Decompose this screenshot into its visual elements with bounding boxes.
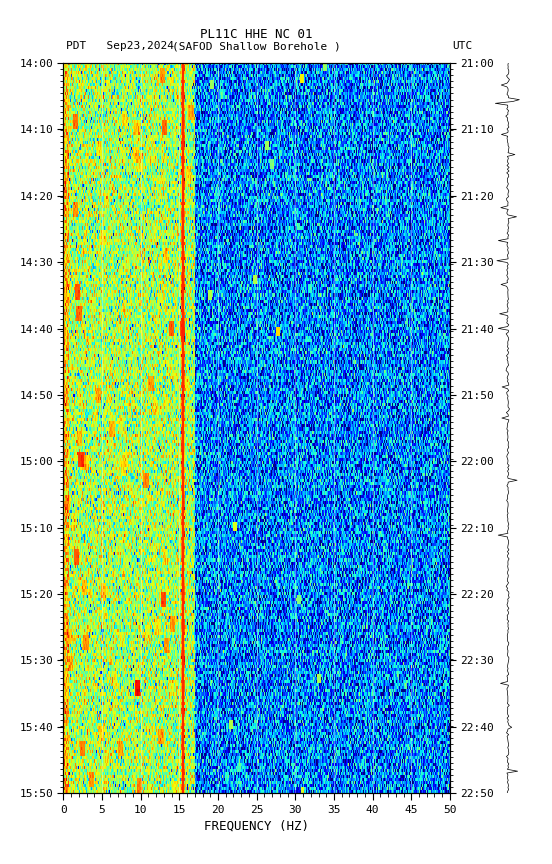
Text: PDT   Sep23,2024: PDT Sep23,2024 — [66, 41, 174, 52]
Text: UTC: UTC — [453, 41, 473, 52]
X-axis label: FREQUENCY (HZ): FREQUENCY (HZ) — [204, 819, 309, 832]
Text: (SAFOD Shallow Borehole ): (SAFOD Shallow Borehole ) — [172, 41, 341, 52]
Text: PL11C HHE NC 01: PL11C HHE NC 01 — [200, 28, 313, 41]
